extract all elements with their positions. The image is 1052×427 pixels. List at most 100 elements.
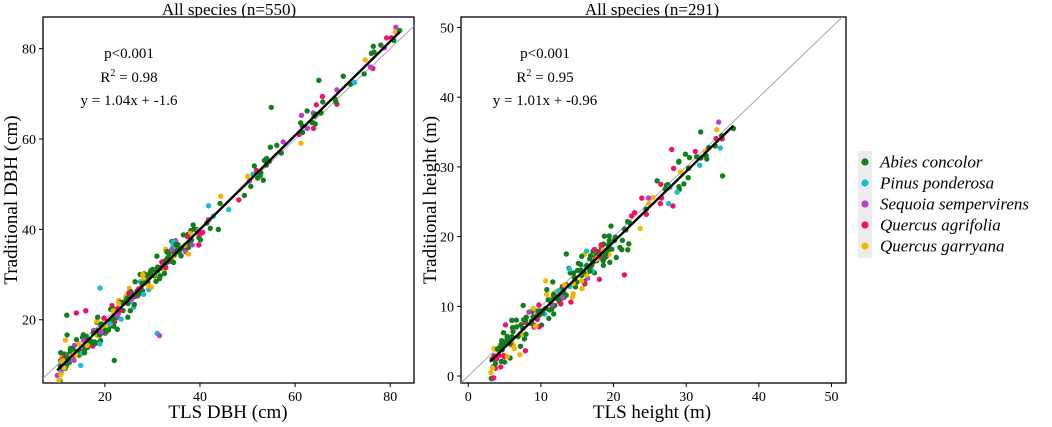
height-data-point <box>500 341 505 346</box>
legend-swatch <box>861 200 868 207</box>
height-data-point <box>536 302 541 307</box>
dbh-data-point <box>173 242 178 247</box>
height-data-point <box>584 248 589 253</box>
height-data-point <box>544 292 549 297</box>
dbh-data-point <box>125 315 130 320</box>
height-data-point <box>608 223 613 228</box>
height-data-point <box>676 159 681 164</box>
height-x-tick-label: 40 <box>752 390 766 405</box>
height-data-point <box>523 348 528 353</box>
dbh-panel: All species (n=550) 20 40 60 80 20 40 60 80 TL… <box>1 0 414 423</box>
height-data-point <box>607 238 612 243</box>
height-data-point <box>632 210 637 215</box>
height-panel-title: All species (n=291) <box>585 0 719 19</box>
height-data-point <box>531 306 536 311</box>
height-data-point <box>546 297 551 302</box>
dbh-data-point <box>304 108 309 113</box>
dbh-y-axis-title: Traditional DBH (cm) <box>1 115 22 284</box>
legend-item: Abies concolor <box>861 153 982 172</box>
height-data-point <box>686 175 691 180</box>
dbh-data-point <box>369 51 374 56</box>
species-legend: Abies concolorPinus ponderosaSequoia sem… <box>858 151 1029 258</box>
height-data-point <box>718 145 723 150</box>
dbh-data-point <box>64 332 69 337</box>
dbh-data-point <box>208 226 213 231</box>
height-data-point <box>505 354 510 359</box>
height-data-point <box>714 127 719 132</box>
legend-swatch <box>861 221 868 228</box>
height-data-point <box>522 336 527 341</box>
height-data-point <box>625 247 630 252</box>
height-data-point <box>693 149 698 154</box>
dbh-data-point <box>298 141 303 146</box>
height-y-tick-label: 50 <box>440 21 454 36</box>
height-data-point <box>671 166 676 171</box>
height-data-point <box>550 279 555 284</box>
height-data-point <box>620 238 625 243</box>
dbh-x-tick-label: 80 <box>383 390 397 405</box>
dbh-y-tick-label: 60 <box>22 133 36 148</box>
dbh-data-point <box>116 301 121 306</box>
height-data-point <box>509 318 514 323</box>
dbh-data-point <box>218 194 223 199</box>
dbh-data-point <box>198 237 203 242</box>
height-data-point <box>704 156 709 161</box>
height-data-point <box>622 272 627 277</box>
dbh-data-point <box>299 113 304 118</box>
height-data-point <box>587 256 592 261</box>
dbh-data-point <box>63 338 68 343</box>
height-y-tick-label: 30 <box>440 161 454 176</box>
height-data-point <box>523 318 528 323</box>
height-data-point <box>544 287 549 292</box>
height-y-axis-title: Traditional height (m) <box>420 116 441 284</box>
dbh-data-point <box>361 71 366 76</box>
dbh-data-point <box>368 64 373 69</box>
height-data-point <box>567 266 572 271</box>
height-data-point <box>658 201 663 206</box>
height-data-point <box>502 359 507 364</box>
dbh-data-point <box>255 175 260 180</box>
height-data-point <box>579 278 584 283</box>
dbh-data-point <box>298 120 303 125</box>
height-data-point <box>617 245 622 250</box>
dbh-data-point <box>236 197 241 202</box>
dbh-data-point <box>352 80 357 85</box>
legend-swatch <box>861 179 868 186</box>
height-data-point <box>625 219 630 224</box>
height-data-point <box>579 286 584 291</box>
height-data-point <box>518 344 523 349</box>
height-data-point <box>720 173 725 178</box>
height-data-point <box>564 251 569 256</box>
height-data-point <box>578 262 583 267</box>
height-data-point <box>607 260 612 265</box>
height-data-point <box>592 247 597 252</box>
height-x-tick-label: 10 <box>534 390 548 405</box>
dbh-data-point <box>384 35 389 40</box>
dbh-r2-prefix: R <box>100 70 110 86</box>
height-data-point <box>639 195 644 200</box>
height-data-point <box>517 352 522 357</box>
height-data-point <box>523 332 528 337</box>
dbh-y-tick-label: 40 <box>22 223 36 238</box>
height-data-point <box>601 263 606 268</box>
dbh-r2-value: = 0.98 <box>115 70 157 86</box>
height-data-point <box>638 226 643 231</box>
dbh-data-point <box>196 242 201 247</box>
dbh-data-point <box>56 377 61 382</box>
dbh-data-point <box>269 105 274 110</box>
height-data-point <box>687 155 692 160</box>
height-data-point <box>669 147 674 152</box>
dbh-data-point <box>186 251 191 256</box>
dbh-data-point <box>58 350 63 355</box>
legend-item: Sequoia sempervirens <box>861 195 1029 214</box>
height-panel: All species (n=291) 0 10 20 30 40 50 01020304… <box>420 0 846 423</box>
dbh-data-point <box>97 285 102 290</box>
dbh-data-point <box>314 102 319 107</box>
dbh-x-axis-title: TLS DBH (cm) <box>168 402 287 423</box>
dbh-data-point <box>70 346 75 351</box>
dbh-data-point <box>311 126 316 131</box>
dbh-data-point <box>140 272 145 277</box>
dbh-data-point <box>58 372 63 377</box>
dbh-data-point <box>248 184 253 189</box>
height-x-axis-title: TLS height (m) <box>593 402 711 423</box>
